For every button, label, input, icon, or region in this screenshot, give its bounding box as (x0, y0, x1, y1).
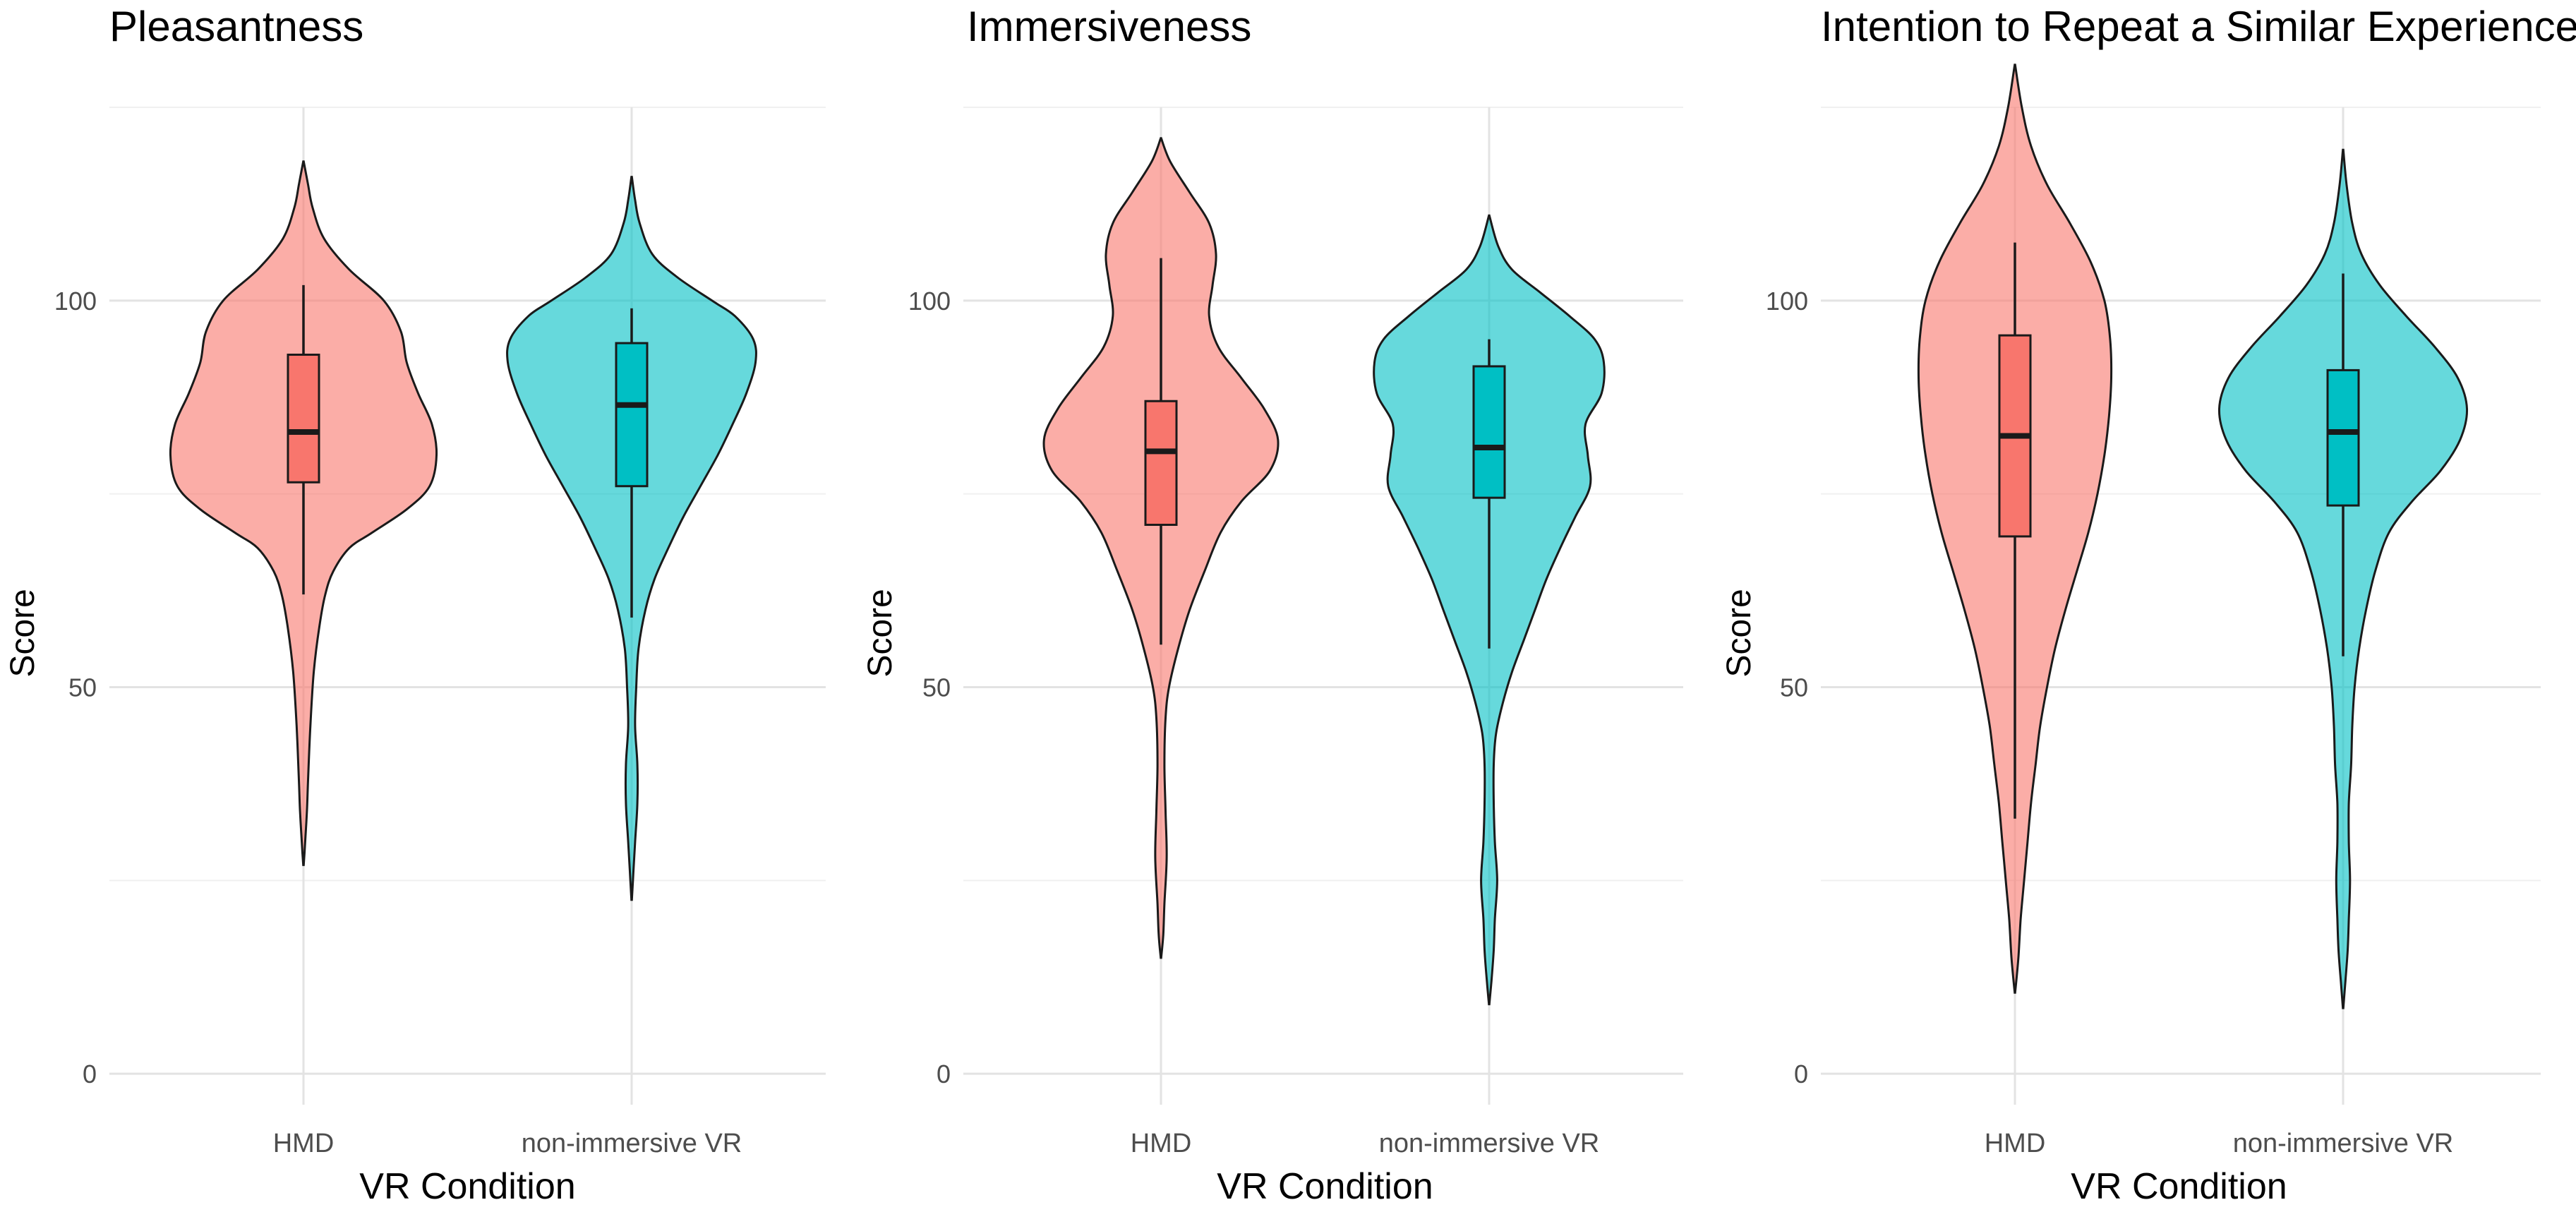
y-axis-label: Score (1721, 589, 1758, 677)
panel-immersiveness: 0 50 100 HMD non-immersive VR Immersiveness VR… (862, 3, 1683, 1207)
y-axis-label: Score (4, 589, 42, 677)
y-tick-label: 100 (1766, 287, 1808, 316)
y-tick-label: 50 (68, 673, 97, 702)
x-tick-label: HMD (1131, 1129, 1192, 1158)
y-tick-label: 100 (54, 287, 97, 316)
y-tick-label: 100 (908, 287, 951, 316)
panel-title: Intention to Repeat a Similar Experience (1821, 3, 2576, 50)
x-axis-label: VR Condition (1217, 1166, 1433, 1207)
panel-title: Pleasantness (109, 3, 363, 50)
x-tick-label: HMD (273, 1129, 335, 1158)
box-iqr (1144, 400, 1178, 526)
y-tick-label: 0 (937, 1060, 951, 1088)
y-tick-label: 0 (1794, 1060, 1808, 1088)
box-iqr (1472, 365, 1506, 499)
x-tick-label: non-immersive VR (522, 1129, 742, 1158)
box-iqr (2326, 368, 2360, 507)
x-axis-label: VR Condition (2071, 1166, 2287, 1207)
y-tick-label: 50 (922, 673, 951, 702)
y-tick-label: 0 (83, 1060, 97, 1088)
y-axis-label: Score (862, 589, 899, 677)
panel-pleasantness: 0 50 100 HMD non-immersive VR Pleasantness VR … (4, 3, 826, 1207)
x-tick-label: HMD (1985, 1129, 2046, 1158)
x-axis-label: VR Condition (359, 1166, 575, 1207)
box-iqr (287, 354, 320, 484)
y-tick-label: 50 (1780, 673, 1808, 702)
panel-intention-to-repeat: 0 50 100 HMD non-immersive VR Intention to Re… (1721, 3, 2576, 1207)
box-iqr (615, 342, 649, 488)
panel-title: Immersiveness (967, 3, 1251, 50)
x-tick-label: non-immersive VR (2233, 1129, 2454, 1158)
x-tick-label: non-immersive VR (1379, 1129, 1600, 1158)
